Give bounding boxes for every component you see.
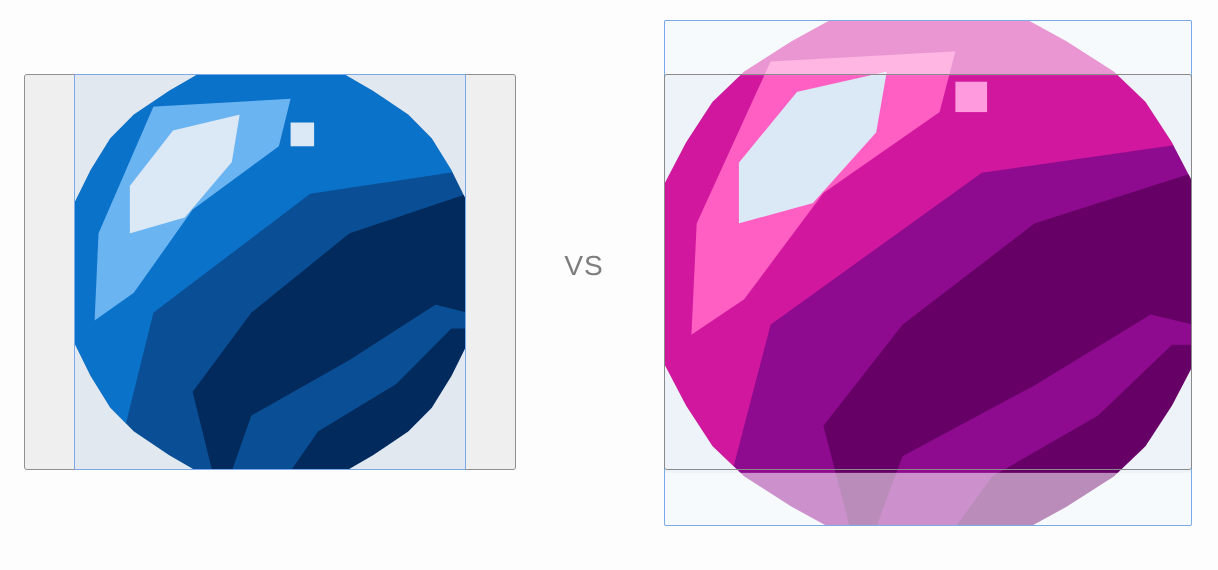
vs-label: VS xyxy=(564,250,604,281)
right-image-selection[interactable] xyxy=(664,20,1192,526)
right-image-frame xyxy=(664,74,1192,470)
blue-orb-icon xyxy=(75,75,465,469)
left-image-selection[interactable] xyxy=(74,74,466,470)
magenta-orb-icon xyxy=(665,21,1191,525)
